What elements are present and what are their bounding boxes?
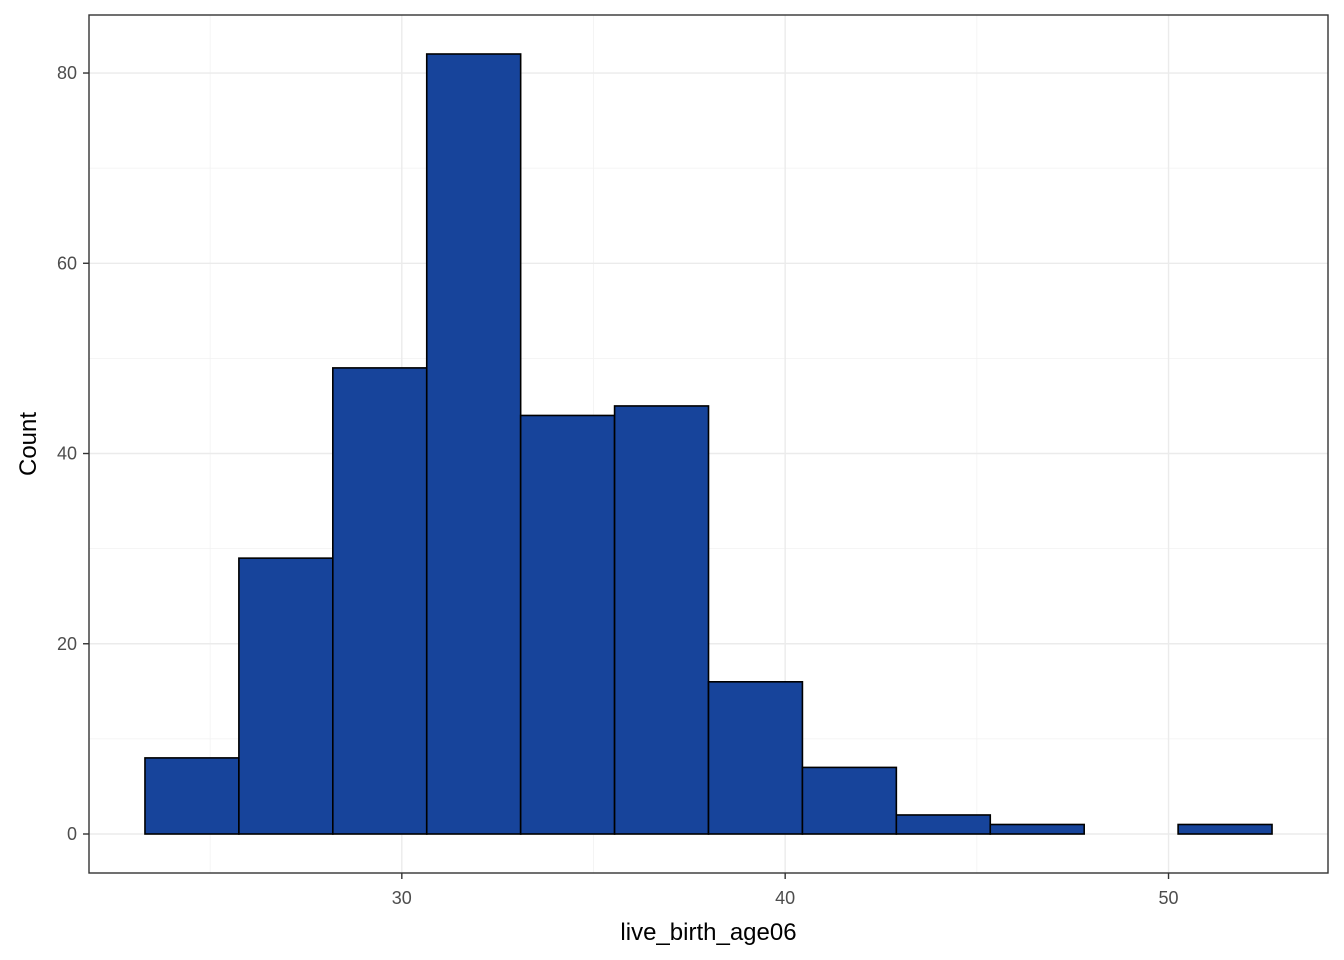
y-tick-label-1: 20	[57, 634, 77, 654]
histogram-bar-9	[989, 823, 1085, 835]
histogram-bar-4	[519, 414, 616, 835]
y-axis-title: Count	[15, 412, 42, 476]
histogram-bar-7	[801, 766, 898, 835]
panel-border	[88, 14, 1329, 874]
y-tick-label-3: 60	[57, 253, 77, 273]
y-tick-label-2: 40	[57, 444, 77, 464]
histogram-bar-1	[238, 557, 334, 835]
histogram-bar-3	[425, 53, 522, 835]
histogram-bar-0	[144, 757, 240, 835]
x-axis: 30 40 50	[392, 873, 1179, 908]
y-axis: 0 20 40 60 80	[57, 63, 89, 844]
histogram-bar-8	[895, 814, 992, 835]
histogram-bar-5	[613, 405, 710, 835]
y-tick-label-4: 80	[57, 63, 77, 83]
y-tick-label-0: 0	[67, 824, 77, 844]
histogram-bar-2	[332, 367, 428, 835]
x-tick-label-1: 40	[775, 888, 795, 908]
x-tick-label-0: 30	[392, 888, 412, 908]
histogram-bar-6	[707, 681, 804, 835]
histogram-bar-11	[1177, 823, 1273, 835]
x-axis-title: live_birth_age06	[620, 919, 796, 946]
x-tick-label-2: 50	[1159, 888, 1179, 908]
histogram-bars	[144, 53, 1273, 835]
